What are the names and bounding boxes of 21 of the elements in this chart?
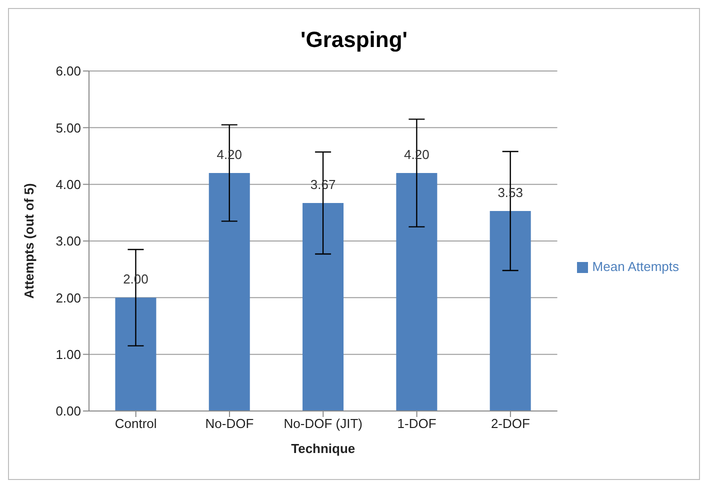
x-tick-label: 2-DOF	[490, 416, 530, 432]
x-tick-label: No-DOF	[205, 416, 254, 432]
x-axis-title: Technique	[291, 441, 356, 456]
x-tick-label: 1-DOF	[397, 416, 436, 432]
y-tick-label: 5.00	[56, 120, 81, 136]
y-tick-label: 1.00	[56, 346, 81, 362]
chart-title: 'Grasping'	[299, 27, 409, 54]
x-tick-label: Control	[114, 416, 157, 432]
y-tick-label: 4.00	[56, 176, 81, 192]
y-tick-label: 0.00	[56, 404, 81, 419]
x-tick-label: No-DOF (JIT)	[284, 416, 362, 432]
legend-label: Mean Attempts	[592, 258, 679, 274]
bar	[396, 173, 438, 411]
y-tick-label: 3.00	[56, 234, 81, 249]
bar	[208, 173, 250, 411]
bar	[302, 203, 344, 411]
y-tick-label: 6.00	[56, 64, 81, 79]
bar	[490, 210, 531, 411]
y-tick-label: 2.00	[56, 290, 81, 306]
bar	[115, 298, 156, 411]
y-axis-title: Attempts (out of 5)	[22, 183, 37, 299]
